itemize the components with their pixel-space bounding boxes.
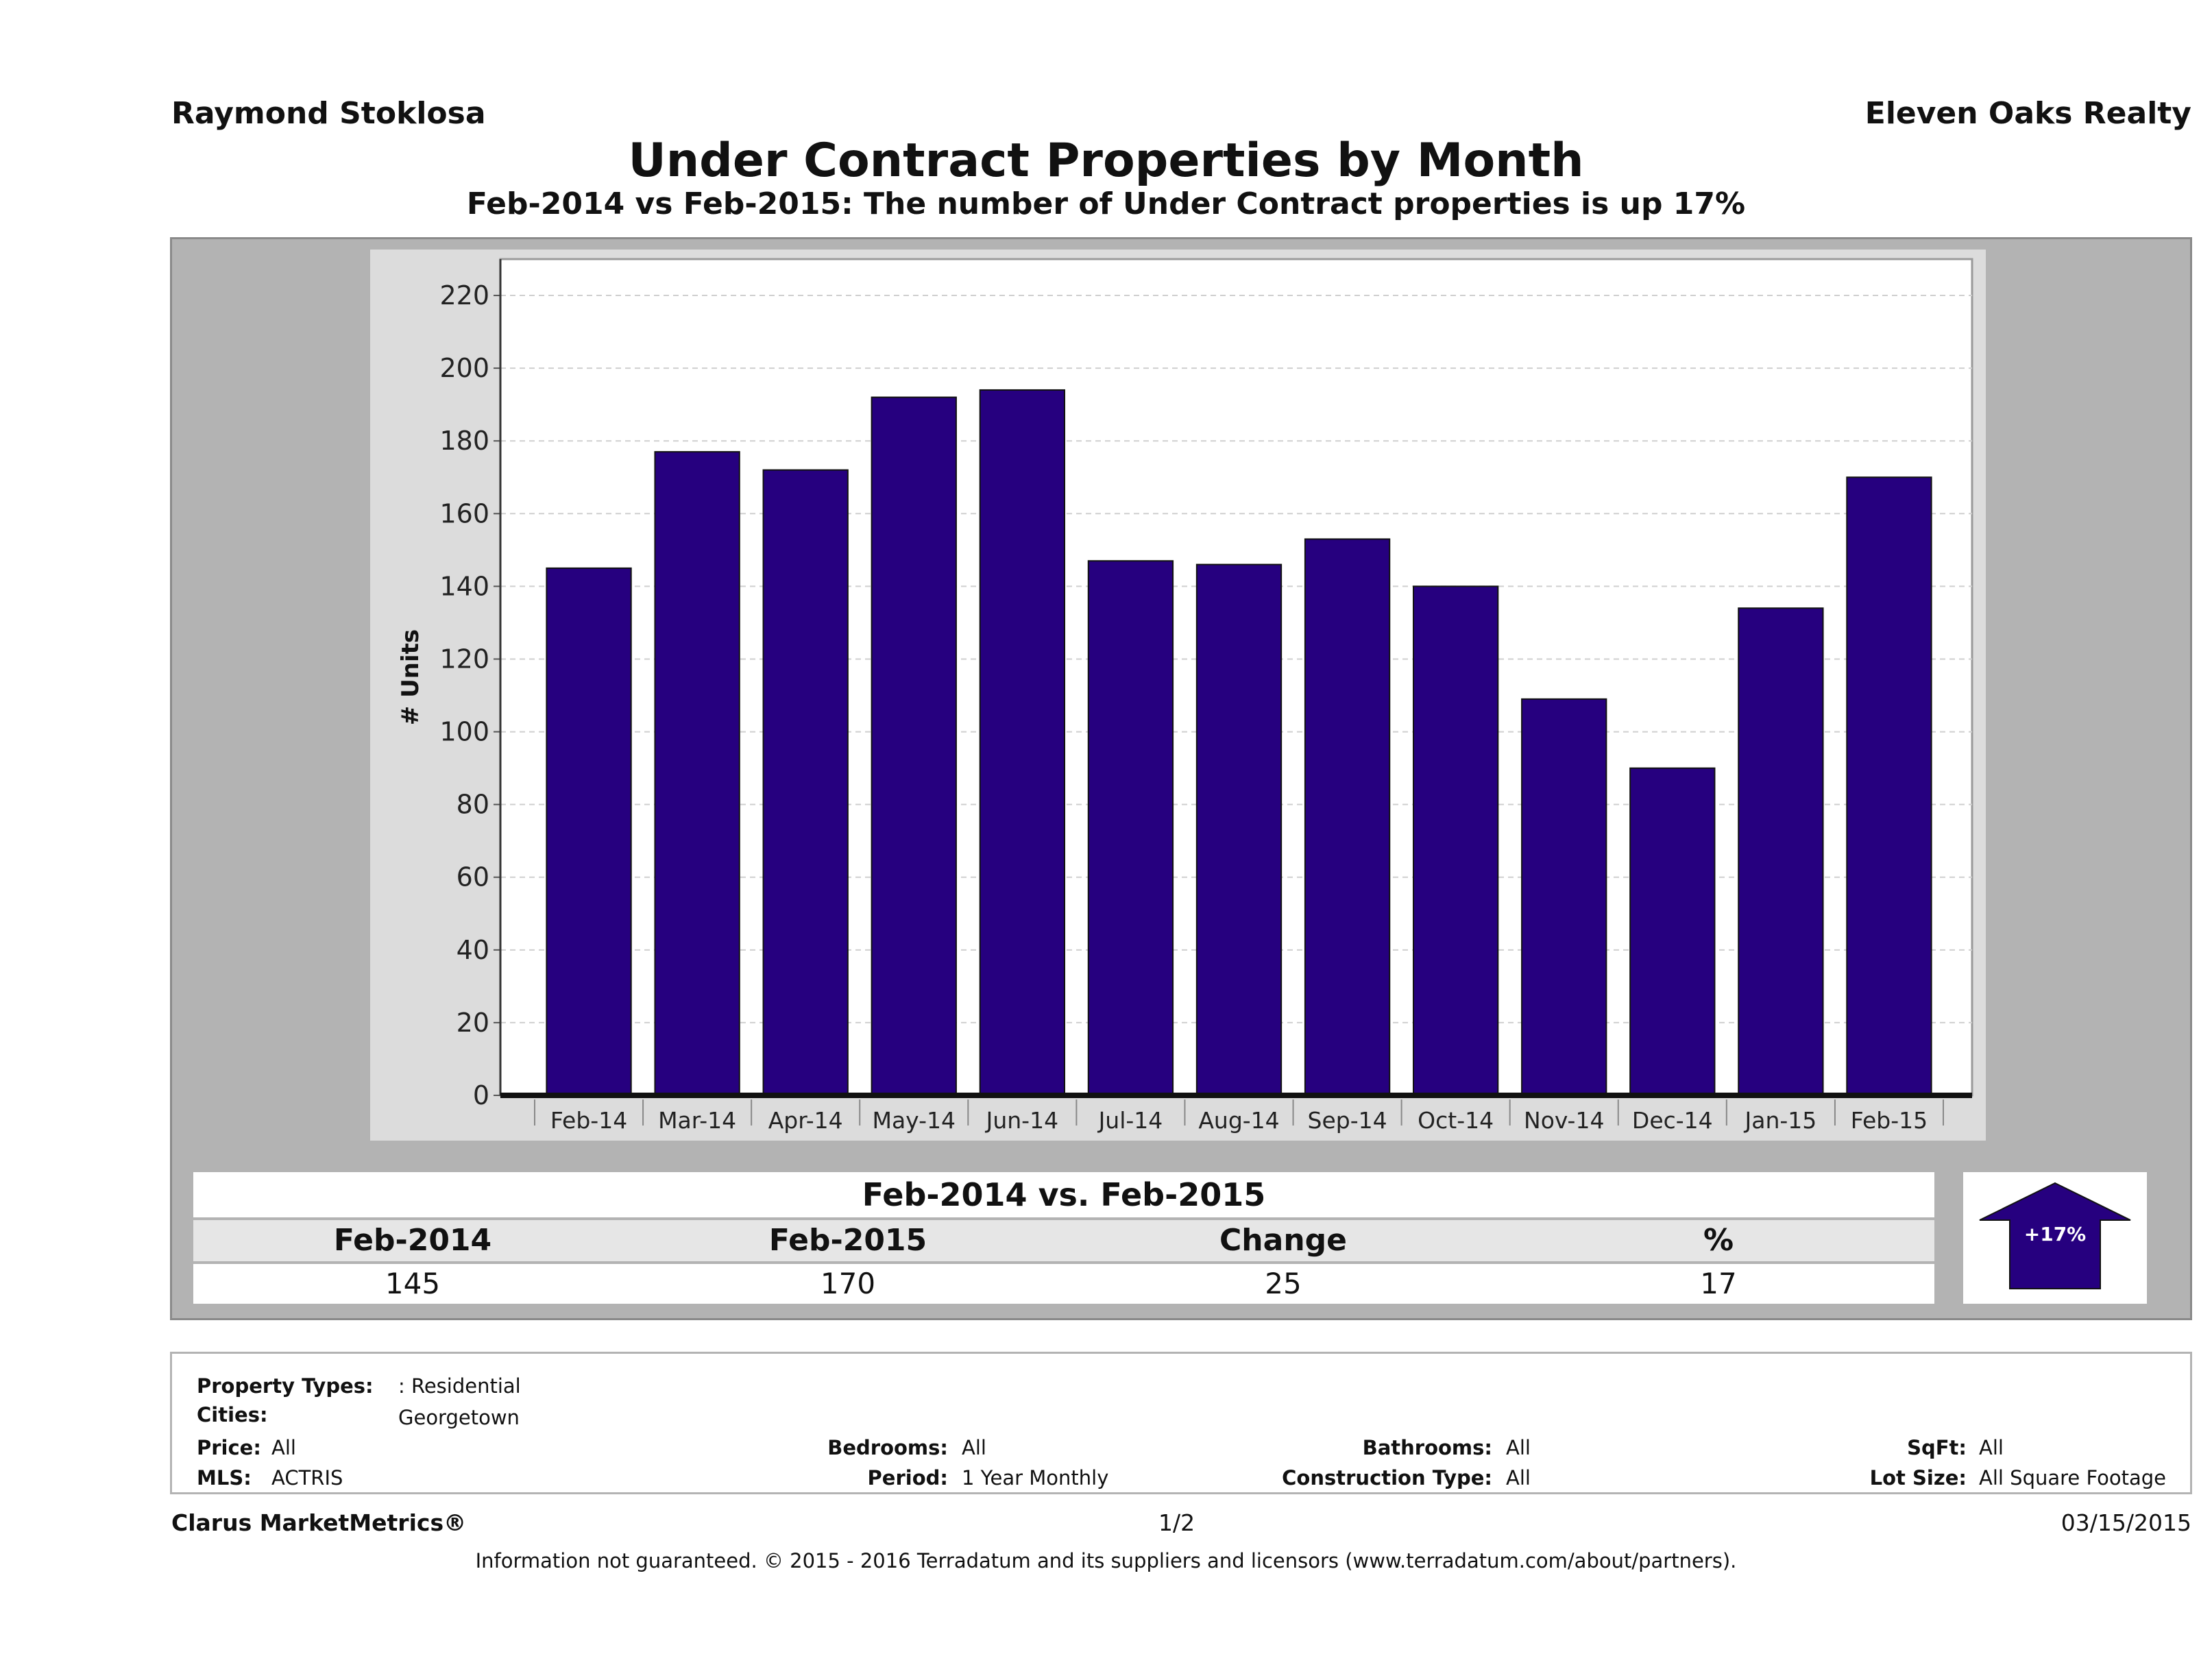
y-tick-label: 120 — [439, 644, 489, 674]
y-tick-label: 180 — [439, 426, 489, 456]
value-feb-2015: 170 — [820, 1267, 876, 1300]
y-tick-label: 100 — [439, 717, 489, 747]
x-tick-label: Apr-14 — [768, 1107, 843, 1134]
value-feb-2014: 145 — [385, 1267, 441, 1300]
axes: 0 20 40 60 80 100 120 140 160 180 200 220 Feb-14 Mar-… — [439, 259, 1972, 1134]
y-tick-label: 140 — [439, 571, 489, 601]
bar-Oct-14 — [1413, 585, 1499, 1096]
bar-Jan-15 — [1738, 607, 1824, 1096]
header-percent: % — [1703, 1223, 1734, 1258]
period-value: 1 Year Monthly — [962, 1466, 1109, 1489]
mls-value: ACTRIS — [271, 1466, 343, 1489]
chart-area: 0 20 40 60 80 100 120 140 160 180 200 220 Feb-14 Mar-… — [370, 250, 1986, 1141]
up-arrow-icon: +17% — [1979, 1182, 2131, 1289]
x-tick-label: Sep-14 — [1308, 1107, 1387, 1134]
header-feb-2015: Feb-2015 — [768, 1223, 927, 1258]
change-badge-text: +17% — [2024, 1223, 2086, 1245]
page-subtitle: Feb-2014 vs Feb-2015: The number of Unde… — [466, 186, 1746, 221]
x-tick-label: Jul-14 — [1097, 1107, 1163, 1134]
change-badge: +17% — [1963, 1172, 2147, 1304]
y-tick-label: 160 — [439, 498, 489, 528]
comparison-header-row: Feb-2014 Feb-2015 Change % — [193, 1220, 1934, 1261]
bar-Feb-15 — [1846, 476, 1932, 1096]
bathrooms-label: Bathrooms: — [1362, 1436, 1492, 1459]
x-tick-label: Jun-14 — [985, 1107, 1058, 1134]
x-tick-label: Mar-14 — [658, 1107, 736, 1134]
page-title: Under Contract Properties by Month — [628, 134, 1584, 188]
construction-type-value: All — [1506, 1466, 1531, 1489]
y-tick-label: 0 — [473, 1080, 489, 1110]
footer-page-number: 1/2 — [1158, 1509, 1195, 1536]
company-name: Eleven Oaks Realty — [1864, 96, 2191, 131]
bar-May-14 — [871, 396, 957, 1096]
cities-value: Georgetown — [398, 1406, 520, 1429]
sqft-value: All — [1979, 1436, 2004, 1459]
x-tick-label: May-14 — [872, 1107, 956, 1134]
value-change: 25 — [1265, 1267, 1302, 1300]
x-tick-label: Feb-14 — [550, 1107, 627, 1134]
x-tick-label: Jan-15 — [1743, 1107, 1816, 1134]
bar-Apr-14 — [762, 469, 849, 1096]
footer-brand: Clarus MarketMetrics® — [171, 1509, 467, 1536]
bedrooms-value: All — [962, 1436, 986, 1459]
price-value: All — [271, 1436, 296, 1459]
x-tick-label: Nov-14 — [1524, 1107, 1604, 1134]
bar-Aug-14 — [1195, 563, 1283, 1096]
x-tick-label: Dec-14 — [1632, 1107, 1713, 1134]
x-tick-label: Feb-15 — [1851, 1107, 1928, 1134]
bar-Jun-14 — [979, 389, 1065, 1096]
grid-lines — [500, 295, 1972, 1023]
y-tick-label: 220 — [439, 280, 489, 311]
bar-Dec-14 — [1629, 767, 1716, 1096]
property-types-value: : Residential — [398, 1374, 521, 1398]
bedrooms-label: Bedrooms: — [827, 1436, 948, 1459]
bar-Mar-14 — [654, 451, 740, 1096]
bars — [546, 389, 1932, 1097]
period-label: Period: — [867, 1466, 948, 1489]
bar-Feb-14 — [546, 567, 632, 1096]
bar-chart: 0 20 40 60 80 100 120 140 160 180 200 220 Feb-14 Mar-… — [397, 258, 1973, 1134]
agent-name: Raymond Stoklosa — [171, 96, 486, 131]
y-tick-label: 200 — [439, 353, 489, 383]
y-tick-label: 80 — [457, 790, 489, 820]
bathrooms-value: All — [1506, 1436, 1531, 1459]
x-tick-label: Oct-14 — [1418, 1107, 1494, 1134]
bar-Sep-14 — [1304, 538, 1391, 1097]
header-change: Change — [1219, 1223, 1347, 1258]
footer-disclaimer: Information not guaranteed. © 2015 - 201… — [475, 1549, 1737, 1572]
lot-size-label: Lot Size: — [1869, 1466, 1967, 1489]
lot-size-value: All Square Footage — [1979, 1466, 2167, 1489]
comparison-title: Feb-2014 vs. Feb-2015 — [193, 1172, 1934, 1217]
mls-label: MLS: — [197, 1466, 252, 1489]
cities-label: Cities: — [197, 1403, 268, 1426]
y-tick-label: 20 — [457, 1008, 489, 1038]
comparison-value-row: 145 170 25 17 — [193, 1264, 1934, 1304]
sqft-label: SqFt: — [1907, 1436, 1967, 1459]
value-percent: 17 — [1700, 1267, 1737, 1300]
footer-date: 03/15/2015 — [2061, 1509, 2191, 1536]
y-tick-label: 40 — [457, 935, 489, 965]
bar-Nov-14 — [1521, 698, 1607, 1096]
bar-Jul-14 — [1087, 560, 1174, 1096]
price-label: Price: — [197, 1436, 261, 1459]
y-axis-label: # Units — [397, 629, 424, 725]
search-criteria: Property Types: : Residential Cities: Ge… — [170, 1352, 2192, 1494]
property-types-label: Property Types: — [197, 1374, 374, 1398]
header-feb-2014: Feb-2014 — [333, 1223, 492, 1258]
x-tick-label: Aug-14 — [1198, 1107, 1279, 1134]
construction-type-label: Construction Type: — [1282, 1466, 1492, 1489]
y-tick-label: 60 — [457, 862, 489, 892]
